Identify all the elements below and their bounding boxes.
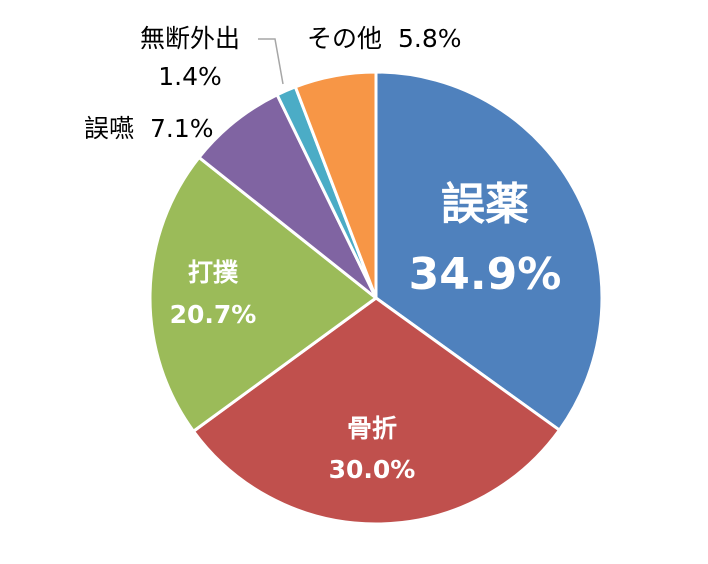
slice-value-mudan-gaishutsu: 1.4% — [158, 62, 222, 91]
pie-slice-3 — [197, 93, 378, 300]
slice-label-goyaku: 誤薬 — [441, 179, 529, 230]
leader-line-mudan-gaishutsu — [258, 38, 284, 85]
slice-label-sonota: その他 5.8% — [307, 24, 461, 53]
pie-labels: 誤薬 34.9% 骨折 30.0% 打撲 20.7% 誤嚥 7.1% 無断外出 … — [84, 24, 561, 484]
slice-label-goen: 誤嚥 7.1% — [84, 114, 213, 143]
pie-slice-5 — [293, 70, 378, 300]
pie-slice-1 — [191, 296, 561, 526]
slice-label-sonota-name: その他 — [307, 24, 382, 53]
slice-value-kossetsu: 30.0% — [329, 455, 416, 484]
slice-label-mudan-gaishutsu: 無断外出 — [140, 24, 240, 53]
slice-label-goen-name: 誤嚥 — [84, 114, 134, 143]
pie-slice-2 — [148, 155, 378, 433]
slice-label-kossetsu: 骨折 — [347, 414, 397, 443]
slice-label-dagoku: 打撲 — [188, 258, 239, 287]
pie-slices — [148, 70, 604, 526]
slice-value-goyaku: 34.9% — [409, 249, 562, 300]
pie-slice-0 — [374, 70, 604, 432]
slice-label-sonota-value: 5.8% — [398, 24, 462, 53]
slice-value-dagoku: 20.7% — [170, 300, 257, 329]
slice-label-goen-value: 7.1% — [150, 114, 214, 143]
